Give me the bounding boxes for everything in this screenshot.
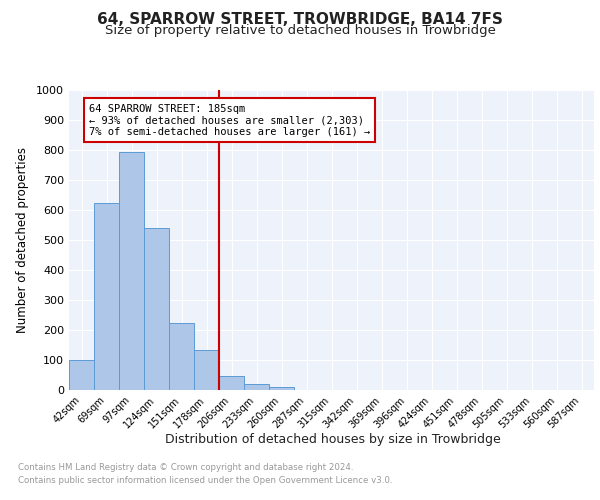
Bar: [169, 323, 194, 390]
Bar: [269, 386, 294, 390]
Bar: [244, 384, 269, 390]
Bar: [94, 202, 119, 390]
Text: 64, SPARROW STREET, TROWBRIDGE, BA14 7FS: 64, SPARROW STREET, TROWBRIDGE, BA14 7FS: [97, 12, 503, 28]
Bar: [69, 360, 94, 390]
Text: Contains public sector information licensed under the Open Government Licence v3: Contains public sector information licen…: [18, 476, 392, 485]
Text: Contains HM Land Registry data © Crown copyright and database right 2024.: Contains HM Land Registry data © Crown c…: [18, 462, 353, 471]
Text: Size of property relative to detached houses in Trowbridge: Size of property relative to detached ho…: [104, 24, 496, 37]
Bar: [219, 376, 244, 390]
Text: 64 SPARROW STREET: 185sqm
← 93% of detached houses are smaller (2,303)
7% of sem: 64 SPARROW STREET: 185sqm ← 93% of detac…: [89, 104, 370, 136]
Y-axis label: Number of detached properties: Number of detached properties: [16, 147, 29, 333]
Text: Distribution of detached houses by size in Trowbridge: Distribution of detached houses by size …: [165, 432, 501, 446]
Bar: [144, 228, 169, 390]
Bar: [119, 152, 144, 390]
Bar: [194, 350, 219, 390]
